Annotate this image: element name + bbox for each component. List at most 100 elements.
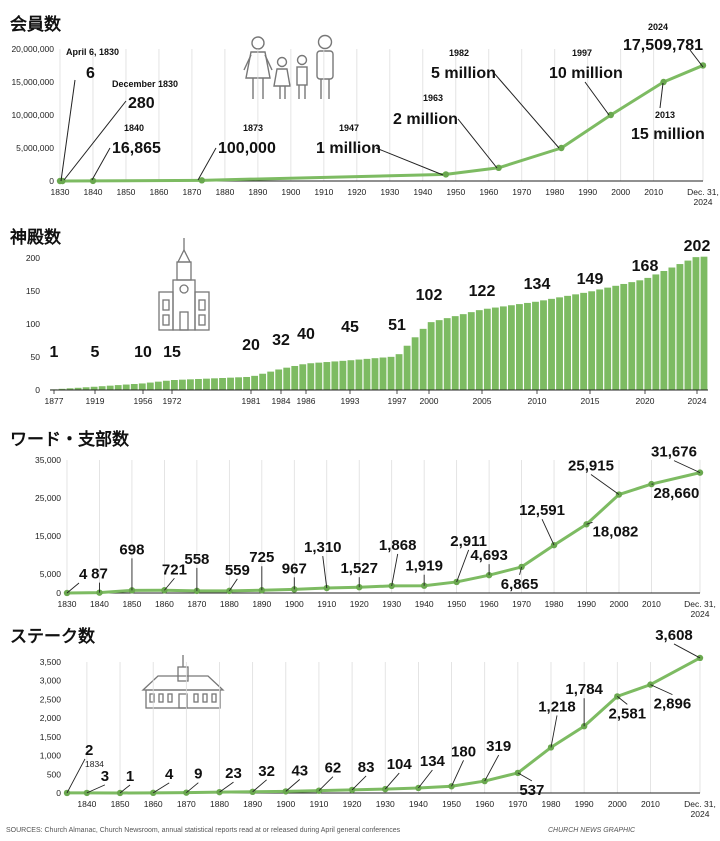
bar: [660, 270, 668, 390]
bar: [540, 300, 547, 390]
bar-value-label: 32: [272, 332, 290, 349]
x-tick-label: 2024: [688, 396, 707, 406]
x-tick-label: 1950: [446, 187, 465, 197]
bar: [483, 308, 491, 390]
y-tick-label: 0: [35, 385, 40, 395]
x-tick-label: 1919: [86, 396, 105, 406]
bar: [323, 362, 331, 390]
bar: [676, 264, 684, 390]
bar: [315, 362, 323, 390]
x-tick-label: 1986: [297, 396, 316, 406]
annotation-value: 15 million: [631, 126, 705, 143]
annotation-year: 1982: [449, 48, 469, 58]
x-tick-label: 1950: [442, 799, 461, 809]
x-tick-label: 2020: [636, 396, 655, 406]
data-label: 32: [258, 763, 275, 780]
data-label: 2,896: [654, 696, 692, 713]
series-line: [59, 64, 704, 183]
x-tick-label: 2000: [420, 396, 439, 406]
annotation-value: 16,865: [112, 140, 161, 157]
x-tick-label: 2024: [691, 609, 710, 619]
data-label: 104: [387, 756, 413, 773]
y-tick-label: 5,000: [40, 569, 62, 579]
leader-line: [673, 643, 701, 659]
bar: [475, 310, 483, 390]
leader-line: [86, 784, 106, 794]
annotation-year: 1873: [243, 123, 263, 133]
bar: [219, 377, 226, 390]
leader-line: [689, 49, 704, 68]
bar: [58, 388, 66, 390]
bar-value-label: 20: [242, 337, 260, 354]
bar: [122, 384, 130, 390]
bar: [435, 320, 443, 390]
bar: [419, 328, 427, 390]
data-point: [558, 144, 565, 152]
bar: [259, 373, 267, 390]
data-label: 6,865: [501, 576, 539, 593]
members-title: 会員数: [10, 14, 62, 35]
leader-line: [66, 582, 80, 594]
x-tick-label: 1980: [545, 599, 564, 609]
x-tick-label: 1840: [77, 799, 96, 809]
leader-line: [228, 578, 238, 592]
x-tick-label: 1970: [512, 187, 531, 197]
x-tick-label: 1940: [413, 187, 432, 197]
data-label: 9: [194, 766, 202, 783]
x-tick-label: 1930: [376, 799, 395, 809]
y-tick-label: 200: [26, 253, 40, 263]
x-tick-label: 1981: [242, 396, 261, 406]
data-label: 2: [85, 742, 93, 759]
bar: [507, 305, 515, 390]
y-tick-label: 10,000,000: [11, 110, 54, 120]
x-tick-label: 1900: [285, 599, 304, 609]
data-point: [388, 582, 395, 590]
x-tick-label: 1850: [117, 187, 136, 197]
data-point: [607, 111, 615, 119]
series-line: [66, 656, 701, 795]
x-tick-label: 2010: [528, 396, 547, 406]
x-tick-label: 1993: [341, 396, 360, 406]
y-tick-label: 2,000: [40, 713, 62, 723]
leader-line: [164, 577, 175, 591]
data-point: [442, 171, 450, 178]
x-tick-label: 2024: [694, 197, 713, 207]
data-label: 180: [451, 743, 476, 760]
annotation-year: 2013: [655, 110, 675, 120]
x-tick-label: 1980: [542, 799, 561, 809]
leader-line: [519, 566, 523, 576]
bar: [564, 295, 571, 390]
bar-value-label: 202: [684, 238, 711, 255]
leader-line: [63, 100, 127, 181]
data-point: [660, 78, 667, 86]
first-year-label: 1834: [85, 759, 104, 769]
bar: [427, 322, 435, 390]
bar: [580, 292, 588, 390]
y-tick-label: 15,000,000: [11, 77, 54, 87]
data-label: 43: [291, 762, 308, 779]
bar-value-label: 102: [416, 287, 443, 304]
y-tick-label: 1,500: [40, 732, 62, 742]
leader-line: [197, 147, 217, 181]
x-tick-label: 1960: [475, 799, 494, 809]
bar: [395, 354, 403, 390]
bar-value-label: 10: [134, 344, 152, 361]
leader-line: [60, 79, 76, 182]
x-tick-label: 1850: [111, 799, 130, 809]
data-label: 558: [184, 551, 209, 568]
y-tick-label: 2,500: [40, 694, 62, 704]
bar-value-label: 1: [50, 344, 59, 361]
x-tick-label: 1984: [272, 396, 291, 406]
x-tick-label: 1890: [252, 599, 271, 609]
y-tick-label: 5,000,000: [16, 143, 54, 153]
bar-value-label: 15: [163, 344, 181, 361]
sources-note: SOURCES: Church Almanac, Church Newsroom…: [6, 827, 401, 834]
y-tick-label: 15,000: [35, 531, 61, 541]
leader-line: [673, 460, 701, 474]
data-label: 725: [249, 549, 274, 566]
x-tick-label: 1930: [382, 599, 401, 609]
bar: [347, 360, 355, 390]
graphic-credit: CHURCH NEWS GRAPHIC: [548, 827, 636, 834]
leader-line: [285, 779, 301, 792]
data-point: [89, 177, 97, 185]
